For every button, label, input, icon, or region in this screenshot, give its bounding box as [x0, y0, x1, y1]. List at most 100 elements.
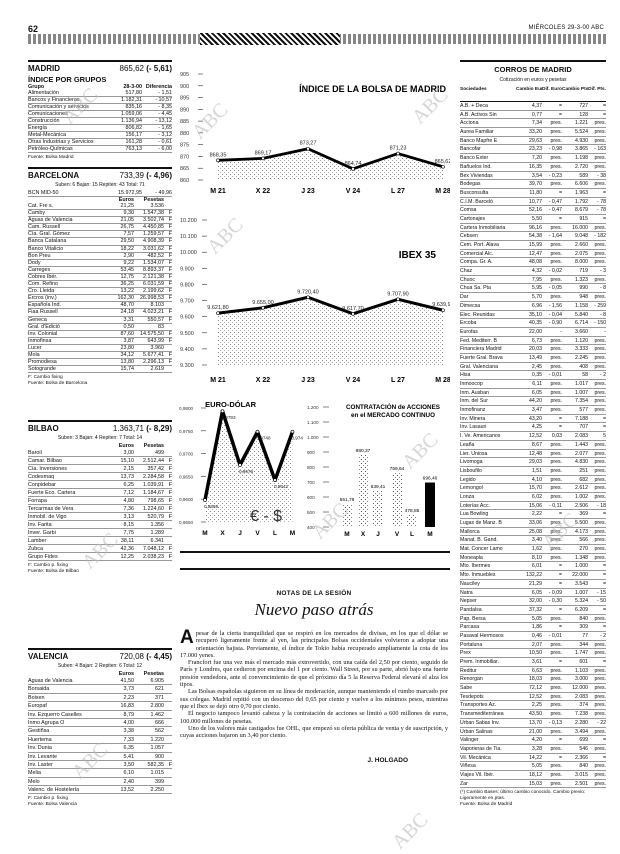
table-cell: pres. [594, 667, 606, 674]
table-cell: 161,28 [125, 139, 143, 145]
table-cell: 948 [579, 294, 588, 301]
table-cell: Cartonajes [460, 215, 486, 222]
table-cell: 3,61 [531, 659, 542, 665]
notes: F: Cambio fixing Fuente: Bolsa de Barcelo… [28, 375, 172, 387]
x-tick-label: X 22 [256, 377, 271, 384]
table-cell: 2.506 [575, 502, 588, 509]
table-cell: 48,08 [529, 259, 542, 266]
table-cell: 5,50 [531, 215, 542, 222]
table-row: Sotogrande 15,74 2.619 [28, 366, 172, 374]
column-header: Pesetas [143, 443, 164, 449]
table-cell: Lua Bowling [460, 511, 489, 518]
table-cell: 12,52 [529, 433, 542, 440]
index-value: 720,08 [119, 652, 144, 661]
table-cell: 1,51 [531, 467, 542, 474]
table-cell: 7,33 [123, 736, 135, 743]
note: Fuente: Bolsa Valencia [28, 802, 77, 808]
table-row: Valenc. de Hostelería 13,52 2.250 [28, 786, 172, 795]
table-cell: pres. [550, 641, 562, 648]
x-tick-label: M 28 [435, 377, 450, 384]
index-change: (- 5,61) [146, 64, 172, 73]
table-cell: 1.007 [575, 589, 588, 596]
table-cell: Bodegas [460, 181, 481, 188]
table-row: Lugas de Manz. B 33,06 pres. 5.500 pres. [460, 519, 606, 528]
madrid-section: MADRID 865,62 (- 5,61) ÍNDICE POR GRUPOS … [28, 60, 172, 161]
table-row: Nepser 32,00 - 0,30 5.324 - 50 [460, 597, 606, 606]
table-cell: F [168, 309, 172, 316]
data-point [273, 478, 277, 482]
table-cell [164, 302, 172, 308]
table-cell: - 1,65 [158, 125, 172, 131]
chart-title: en el MERCADO CONTINUO [351, 412, 435, 419]
table-cell: pres. [594, 155, 606, 162]
table-cell: Acciona [460, 120, 479, 127]
table-cell: = [558, 511, 562, 518]
table-cell: 2,22 [531, 511, 542, 518]
table-cell: 6,63 [531, 667, 542, 674]
table-cell: - 8 [599, 311, 606, 318]
table-cell: 41,50 [120, 678, 135, 684]
table-row: Busconsulta 11,80 = 1.963 = [460, 189, 606, 198]
table-cell: pres. [594, 711, 606, 718]
table-cell: - 6,00 [158, 146, 172, 152]
table-cell: 5,41 [123, 753, 135, 760]
table-header: Euros Pesetas [28, 443, 172, 449]
table-cell: 12.000 [572, 685, 588, 692]
table-cell: Moneapla [460, 554, 483, 561]
table-cell: 14.575,50 [140, 330, 164, 337]
table-cell: pres. [550, 728, 562, 735]
data-point [203, 498, 207, 502]
table-cell [164, 537, 172, 544]
note: F: Cambio p. fixing [28, 563, 68, 568]
table-cell: 699 [579, 737, 588, 744]
table-row: Reditur 6,63 pres. 1.103 pres. [460, 667, 606, 676]
table-cell: pres. [594, 389, 606, 396]
table-row: Mto. Ibermes 6,01 = 1.000 = [460, 562, 606, 572]
barcelona-section: BARCELONA 733,39 (- 4,96) Suben: 6 Bajan:… [28, 167, 172, 387]
table-header: Grupo 28-3-00 Diferencia [28, 84, 172, 90]
table-cell: 601 [579, 659, 588, 665]
divider [180, 551, 450, 553]
table-cell: 6.031,59 [143, 281, 164, 288]
paragraph: pesar de la cierta tranquilidad que se r… [180, 630, 448, 659]
table-cell: Nauciley [460, 580, 480, 587]
table-cell: F [168, 554, 172, 560]
table-cell: - 78 [597, 207, 606, 214]
table-cell: 7,36 [123, 506, 135, 512]
issue-date: MIÉRCOLES 29-3-00 ABC [528, 25, 604, 31]
table-cell: Comercial Alc. [460, 250, 494, 257]
table-cell: - 150 [594, 320, 606, 327]
table-cell: 43,50 [529, 711, 542, 718]
table-cell: Pasaval Hermosos [460, 632, 504, 639]
y-tick-label: 0,9800 [179, 406, 193, 411]
table-cell: F [168, 273, 172, 280]
table-cell: 707 [579, 424, 588, 431]
table-cell: Inv. Dunia [28, 745, 52, 752]
table-cell: - 2 [599, 632, 606, 639]
table-cell: pres. [550, 398, 562, 405]
table-cell: 1.136,94 [121, 118, 142, 124]
table-cell [164, 778, 172, 785]
table-row: Cem. Port. Alava 15,99 pres. 2.660 pres. [460, 241, 606, 250]
table-cell: Aguas de Valencia [28, 678, 73, 684]
table-cell: 5,70 [531, 294, 542, 301]
table-cell: 83 [158, 323, 164, 330]
table-row: Mallorca 25,08 pres. 4.173 pres. [460, 528, 606, 537]
table-row: Renorgan 18,03 pres. 3.000 pres. [460, 675, 606, 685]
y-tick-label: 9.800 [180, 282, 194, 288]
table-row: Inv. Colonial 87,60 14.575,50 F [28, 331, 172, 338]
table-cell: 21,25 [120, 203, 135, 209]
table-cell: 1,62 [531, 546, 542, 553]
table-cell: 1.039,91 [143, 482, 164, 488]
table-row: Inv. Minera 43,20 = 7.188 = [460, 415, 606, 424]
table-cell: 3.543 [575, 580, 588, 587]
table-cell: pres. [550, 155, 562, 162]
data-label: 9.707,90 [387, 291, 408, 297]
table-cell: pres. [550, 276, 562, 283]
table-row: Fed. Mediterr. B 6,73 pres. 1.120 pres. [460, 337, 606, 346]
table-row: A.B. Activos Sin 0,77 = 128 = [460, 111, 606, 120]
table-cell: 2,07 [531, 641, 542, 648]
source-note: Fuente: Bolsa Madrid [28, 155, 74, 160]
table-cell: pres. [550, 493, 562, 500]
table-cell: Urban Salinas [460, 728, 493, 735]
